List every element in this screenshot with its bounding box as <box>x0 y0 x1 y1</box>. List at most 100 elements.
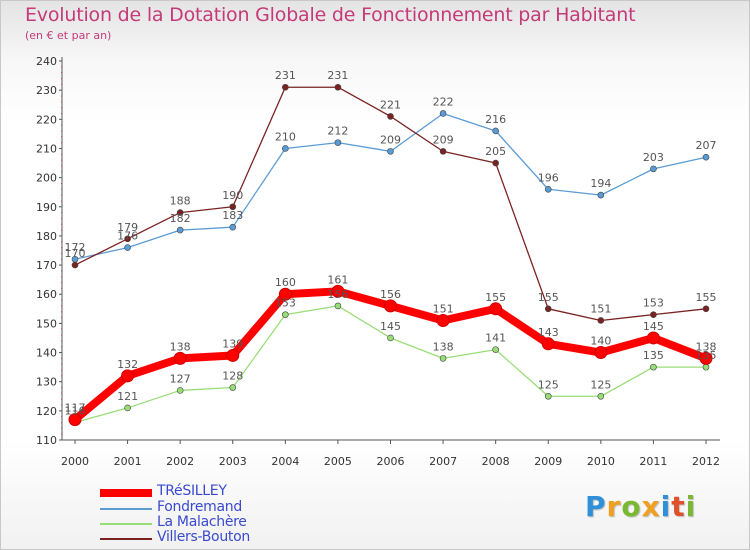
data-label: 117 <box>65 402 86 415</box>
data-point <box>278 287 292 301</box>
x-tick-label: 2010 <box>587 455 615 468</box>
data-point <box>331 284 345 298</box>
logo-letter: o <box>621 490 642 523</box>
data-label: 222 <box>433 95 454 108</box>
data-point <box>176 226 184 234</box>
logo-letter: x <box>641 490 661 523</box>
y-tick-label: 110 <box>36 434 57 447</box>
data-label: 212 <box>327 125 348 138</box>
data-point <box>544 392 552 400</box>
data-label: 151 <box>433 302 454 315</box>
data-label: 153 <box>275 297 296 310</box>
data-label: 128 <box>222 370 243 383</box>
data-label: 139 <box>222 337 243 350</box>
data-point <box>702 153 710 161</box>
x-tick-label: 2001 <box>114 455 142 468</box>
data-point <box>594 346 608 360</box>
data-label: 151 <box>590 302 611 315</box>
y-tick-label: 150 <box>36 317 57 330</box>
data-label: 203 <box>643 151 664 164</box>
legend-label: Villers-Bouton <box>157 529 250 545</box>
data-point <box>492 159 499 167</box>
data-point <box>121 369 135 383</box>
data-label: 121 <box>117 390 138 403</box>
data-label: 143 <box>538 326 559 339</box>
data-point <box>334 139 342 146</box>
data-point <box>544 185 552 193</box>
data-point <box>176 209 184 216</box>
data-label: 196 <box>538 171 559 184</box>
data-label: 155 <box>485 291 506 304</box>
x-tick-label: 2002 <box>166 455 194 468</box>
data-label: 138 <box>170 340 191 353</box>
data-point <box>699 351 713 365</box>
data-point <box>334 83 342 91</box>
data-label: 207 <box>696 139 717 152</box>
y-tick-label: 170 <box>36 259 57 272</box>
data-label: 140 <box>590 335 611 348</box>
data-label: 156 <box>380 288 401 301</box>
data-point <box>439 355 447 362</box>
x-tick-label: 2012 <box>692 455 720 468</box>
data-point <box>229 203 237 211</box>
data-point <box>226 348 240 362</box>
y-tick-label: 240 <box>36 55 57 68</box>
y-tick-label: 140 <box>36 347 57 360</box>
data-label: 209 <box>433 133 454 146</box>
logo-letter: P <box>585 490 607 523</box>
data-label: 125 <box>590 378 611 391</box>
data-point <box>597 317 605 324</box>
data-label: 188 <box>170 195 191 208</box>
data-label: 182 <box>170 212 191 225</box>
data-label: 132 <box>117 358 138 371</box>
data-label: 183 <box>222 209 243 222</box>
data-label: 160 <box>275 276 296 289</box>
data-label: 155 <box>538 291 559 304</box>
data-point <box>436 313 450 327</box>
data-point <box>387 334 394 342</box>
logo-letter: i <box>660 490 672 523</box>
data-label: 145 <box>643 320 664 333</box>
proxiti-logo: Proxiti <box>585 490 696 523</box>
data-label: 116 <box>65 405 86 418</box>
data-point <box>124 235 131 243</box>
x-tick-label: 2009 <box>534 455 562 468</box>
y-tick-label: 200 <box>36 172 57 185</box>
x-tick-label: 2007 <box>429 455 457 468</box>
data-point <box>439 148 447 155</box>
x-tick-label: 2004 <box>271 455 299 468</box>
data-point <box>492 346 499 353</box>
data-label: 170 <box>65 247 86 260</box>
data-label: 179 <box>117 221 138 234</box>
y-tick-label: 230 <box>36 84 57 97</box>
data-point <box>68 413 82 427</box>
data-point <box>282 83 289 91</box>
legend-swatch <box>100 538 152 540</box>
legend-label: Fondremand <box>157 499 242 515</box>
data-label: 155 <box>696 291 717 304</box>
data-label: 156 <box>327 288 348 301</box>
y-tick-label: 210 <box>36 142 57 155</box>
chart-subtitle: (en € et par an) <box>25 29 112 42</box>
x-tick-label: 2005 <box>324 455 352 468</box>
data-point <box>702 363 710 371</box>
data-label: 141 <box>485 332 506 345</box>
x-tick-label: 2000 <box>61 455 89 468</box>
y-tick-label: 160 <box>36 288 57 301</box>
data-point <box>282 145 289 152</box>
logo-letter: i <box>685 490 697 523</box>
data-point <box>597 191 605 199</box>
logo-letter: r <box>606 490 622 523</box>
y-tick-label: 120 <box>36 405 57 418</box>
legend-swatch <box>100 523 152 525</box>
data-point <box>173 351 187 365</box>
data-label: 135 <box>643 349 664 362</box>
data-label: 231 <box>275 69 296 82</box>
data-point <box>229 384 237 391</box>
data-label: 221 <box>380 98 401 111</box>
data-point <box>646 331 660 345</box>
data-point <box>489 302 503 316</box>
data-point <box>176 387 184 394</box>
legend-swatch <box>100 489 152 497</box>
y-tick-label: 220 <box>36 113 57 126</box>
